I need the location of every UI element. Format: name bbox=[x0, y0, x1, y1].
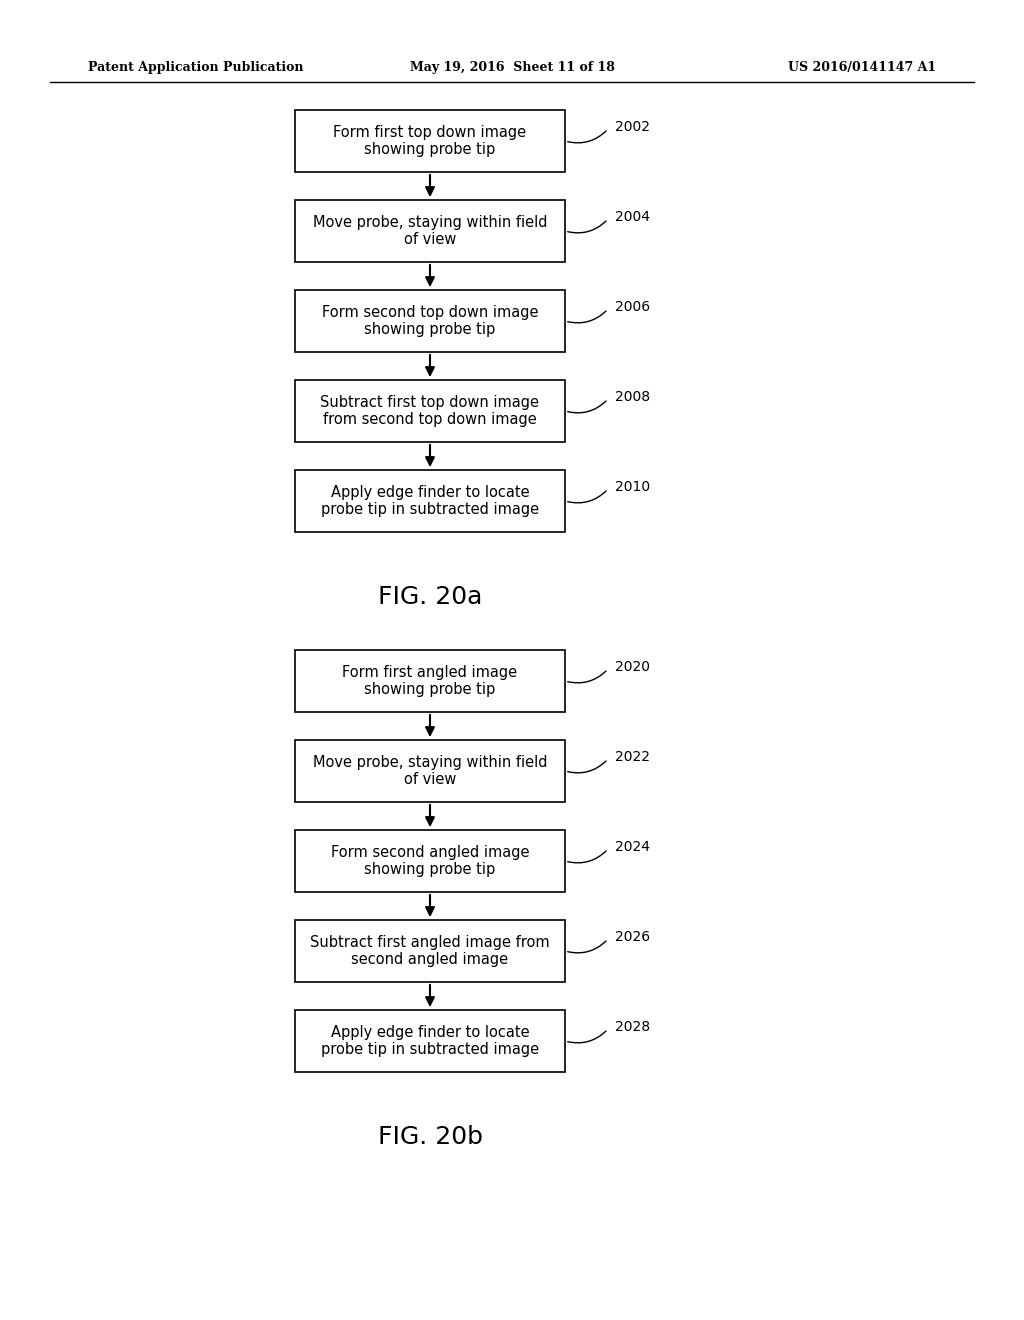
Text: Subtract first angled image from
second angled image: Subtract first angled image from second … bbox=[310, 935, 550, 968]
Text: Form second angled image
showing probe tip: Form second angled image showing probe t… bbox=[331, 845, 529, 878]
FancyBboxPatch shape bbox=[295, 1010, 565, 1072]
Text: FIG. 20a: FIG. 20a bbox=[378, 585, 482, 609]
FancyBboxPatch shape bbox=[295, 741, 565, 803]
Text: Apply edge finder to locate
probe tip in subtracted image: Apply edge finder to locate probe tip in… bbox=[321, 484, 539, 517]
Text: May 19, 2016  Sheet 11 of 18: May 19, 2016 Sheet 11 of 18 bbox=[410, 62, 614, 74]
Text: 2004: 2004 bbox=[615, 210, 650, 224]
Text: 2020: 2020 bbox=[615, 660, 650, 675]
FancyBboxPatch shape bbox=[295, 470, 565, 532]
Text: 2028: 2028 bbox=[615, 1020, 650, 1034]
FancyBboxPatch shape bbox=[295, 649, 565, 711]
FancyBboxPatch shape bbox=[295, 201, 565, 261]
Text: Apply edge finder to locate
probe tip in subtracted image: Apply edge finder to locate probe tip in… bbox=[321, 1024, 539, 1057]
Text: Move probe, staying within field
of view: Move probe, staying within field of view bbox=[312, 215, 547, 247]
FancyBboxPatch shape bbox=[295, 920, 565, 982]
Text: Move probe, staying within field
of view: Move probe, staying within field of view bbox=[312, 755, 547, 787]
FancyBboxPatch shape bbox=[295, 110, 565, 172]
Text: 2002: 2002 bbox=[615, 120, 650, 135]
Text: 2024: 2024 bbox=[615, 840, 650, 854]
Text: 2010: 2010 bbox=[615, 480, 650, 494]
Text: 2006: 2006 bbox=[615, 300, 650, 314]
Text: US 2016/0141147 A1: US 2016/0141147 A1 bbox=[787, 62, 936, 74]
Text: Form first top down image
showing probe tip: Form first top down image showing probe … bbox=[334, 125, 526, 157]
Text: Form first angled image
showing probe tip: Form first angled image showing probe ti… bbox=[342, 665, 517, 697]
Text: 2008: 2008 bbox=[615, 389, 650, 404]
Text: Subtract first top down image
from second top down image: Subtract first top down image from secon… bbox=[321, 395, 540, 428]
Text: FIG. 20b: FIG. 20b bbox=[378, 1125, 482, 1148]
Text: Form second top down image
showing probe tip: Form second top down image showing probe… bbox=[322, 305, 539, 337]
FancyBboxPatch shape bbox=[295, 290, 565, 352]
Text: Patent Application Publication: Patent Application Publication bbox=[88, 62, 303, 74]
Text: 2022: 2022 bbox=[615, 750, 650, 764]
FancyBboxPatch shape bbox=[295, 830, 565, 892]
Text: 2026: 2026 bbox=[615, 931, 650, 944]
FancyBboxPatch shape bbox=[295, 380, 565, 442]
